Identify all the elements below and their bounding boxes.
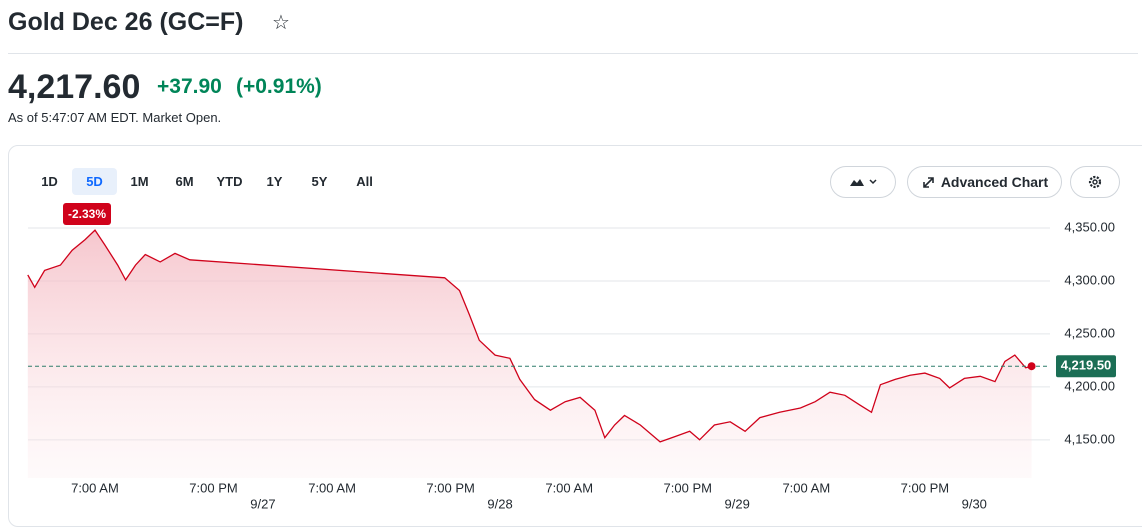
range-button[interactable]: 1Y [266,174,283,189]
range-button[interactable]: All [356,174,373,189]
range-button[interactable]: 1M [130,174,149,189]
x-tick-label: 7:00 PM [664,480,712,495]
advanced-chart-label: Advanced Chart [940,174,1049,190]
watch-star[interactable]: ☆ [272,12,290,34]
settings-button[interactable] [1070,166,1120,198]
divider [8,53,1138,54]
range-change: -2.33% [63,203,112,225]
area [27,230,1032,478]
expand-icon [923,177,934,188]
last-point [1027,362,1036,371]
timestamp: As of 5:47:07 AM EDT. Market Open. [8,110,222,125]
date-tick-label: 9/28 [487,496,512,511]
y-tick-label: 4,300.00 [1064,272,1115,287]
range-button[interactable]: 1D [41,174,58,189]
y-tick-label: 4,250.00 [1064,325,1115,340]
x-tick-label: 7:00 PM [189,480,237,495]
last-price-label: 4,219.50 [1061,358,1112,373]
price-line [27,229,1032,443]
range-button[interactable]: 6M [175,174,194,189]
chart-type-icon [850,179,877,186]
date-tick-label: 9/29 [725,496,750,511]
range-button[interactable]: 5D [72,168,117,195]
price: 4,217.60 [8,68,141,106]
date-tick-label: 9/30 [962,496,987,511]
change: +37.90 [157,75,222,98]
title: Gold Dec 26 (GC=F) [8,8,244,36]
change-percent: (+0.91%) [236,75,322,98]
y-tick-label: 4,350.00 [1064,219,1115,234]
range-button[interactable]: 5Y [311,174,328,189]
x-tick-label: 7:00 AM [545,480,593,495]
x-tick-label: 7:00 AM [71,480,119,495]
gear-icon [1088,175,1102,189]
y-tick-label: 4,200.00 [1064,378,1115,393]
range-selector: 1D 5D 1M 6M YTD 1Y 5Y All [27,168,387,195]
last-price-badge [1056,355,1116,378]
page: Gold Dec 26 (GC=F) ☆ 4,217.60 +37.90 (+0… [8,8,1142,527]
x-tick-label: 7:00 AM [308,480,356,495]
x-tick-label: 7:00 PM [426,480,474,495]
chart-type-button[interactable] [830,166,896,198]
advanced-chart-button[interactable]: Advanced Chart [907,166,1062,198]
y-tick-label: 4,150.00 [1064,431,1115,446]
range-button[interactable]: YTD [216,174,243,189]
x-tick-label: 7:00 AM [782,480,830,495]
chart: 4,150.00 4,200.00 4,250.00 4,300.00 4,350.00… [27,219,1116,511]
date-tick-label: 9/27 [250,496,275,511]
x-tick-label: 7:00 PM [901,480,949,495]
